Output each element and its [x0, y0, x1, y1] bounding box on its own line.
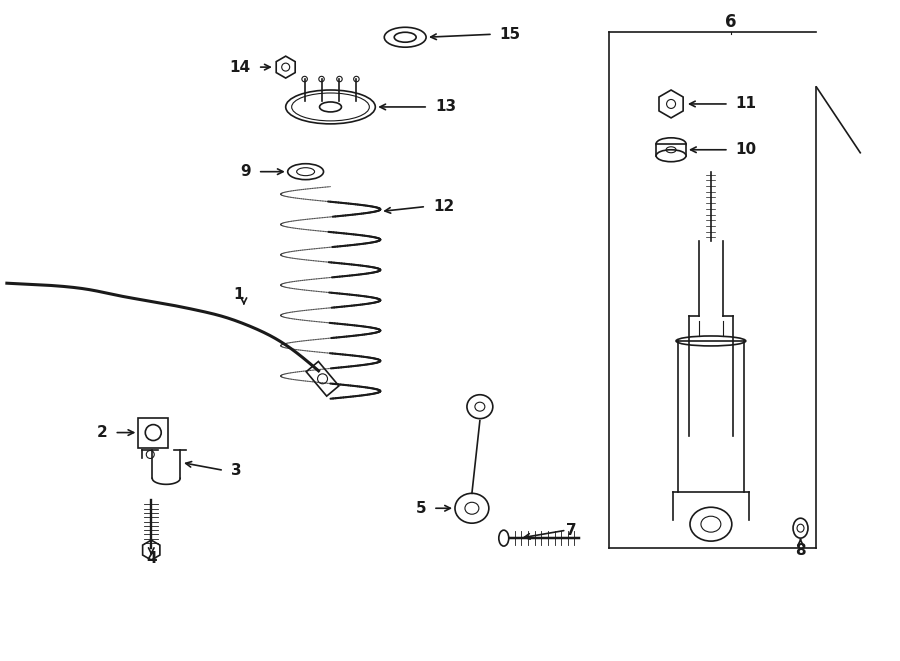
Text: 6: 6 — [725, 13, 736, 31]
Ellipse shape — [302, 76, 308, 82]
Polygon shape — [142, 540, 160, 560]
Text: 9: 9 — [240, 164, 251, 179]
Text: 12: 12 — [433, 199, 454, 214]
Ellipse shape — [499, 530, 508, 546]
Ellipse shape — [455, 493, 489, 524]
Ellipse shape — [285, 90, 375, 124]
Ellipse shape — [145, 424, 161, 440]
Text: 8: 8 — [796, 543, 806, 558]
Bar — [139, 418, 168, 447]
Ellipse shape — [147, 451, 154, 459]
Polygon shape — [306, 362, 339, 396]
Text: 14: 14 — [230, 59, 251, 75]
Text: 2: 2 — [96, 425, 107, 440]
Text: 7: 7 — [566, 523, 577, 537]
Text: 13: 13 — [435, 99, 456, 114]
Text: 3: 3 — [231, 463, 241, 478]
Bar — [656, 144, 686, 156]
Ellipse shape — [656, 137, 686, 150]
Text: 1: 1 — [234, 287, 244, 301]
Text: 15: 15 — [500, 26, 521, 42]
Ellipse shape — [690, 507, 732, 541]
Text: 10: 10 — [736, 142, 757, 157]
Text: 11: 11 — [736, 97, 757, 112]
Text: 4: 4 — [146, 551, 157, 566]
Ellipse shape — [467, 395, 493, 418]
Ellipse shape — [656, 150, 686, 162]
Ellipse shape — [318, 374, 328, 384]
Ellipse shape — [319, 76, 324, 82]
Ellipse shape — [288, 164, 323, 180]
Ellipse shape — [354, 76, 359, 82]
Ellipse shape — [676, 336, 746, 346]
Text: 5: 5 — [416, 501, 426, 516]
Ellipse shape — [337, 76, 342, 82]
Ellipse shape — [320, 102, 341, 112]
Polygon shape — [276, 56, 295, 78]
Polygon shape — [659, 90, 683, 118]
Ellipse shape — [793, 518, 808, 538]
